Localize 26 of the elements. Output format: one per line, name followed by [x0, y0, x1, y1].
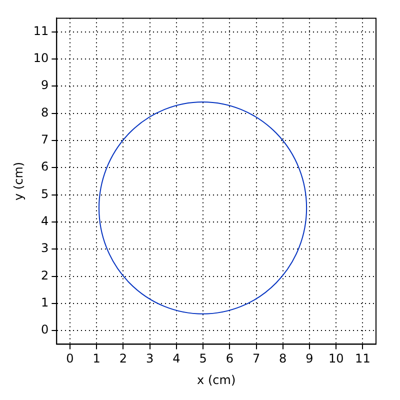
x-tick-label: 4: [172, 352, 180, 366]
x-tick-label: 2: [119, 352, 128, 366]
y-tick-label: 11: [33, 24, 49, 38]
x-tick-label: 7: [252, 352, 260, 366]
x-tick-label: 5: [199, 352, 207, 366]
x-tick-label: 3: [146, 352, 154, 366]
y-tick-label: 9: [41, 78, 49, 92]
x-tick-label: 1: [92, 352, 100, 366]
x-tick-label: 9: [306, 352, 314, 366]
y-tick-label: 2: [41, 268, 49, 282]
x-tick-label: 11: [355, 352, 370, 366]
x-tick-label: 8: [279, 352, 287, 366]
x-tick-label: 10: [328, 352, 344, 366]
y-tick-label: 0: [41, 322, 49, 337]
y-tick-label: 7: [41, 132, 49, 147]
x-tick-label: 0: [66, 352, 74, 366]
x-axis-title: x (cm): [197, 372, 236, 387]
y-tick-label: 8: [41, 105, 49, 120]
y-tick-label: 3: [41, 241, 49, 256]
y-tick-label: 1: [41, 296, 49, 310]
x-tick-label: 6: [226, 352, 234, 366]
y-tick-label: 4: [41, 214, 49, 228]
y-tick-label: 5: [41, 186, 49, 201]
y-tick-label: 10: [33, 51, 49, 66]
y-axis-title: y (cm): [11, 162, 26, 200]
y-tick-label: 6: [41, 160, 49, 174]
